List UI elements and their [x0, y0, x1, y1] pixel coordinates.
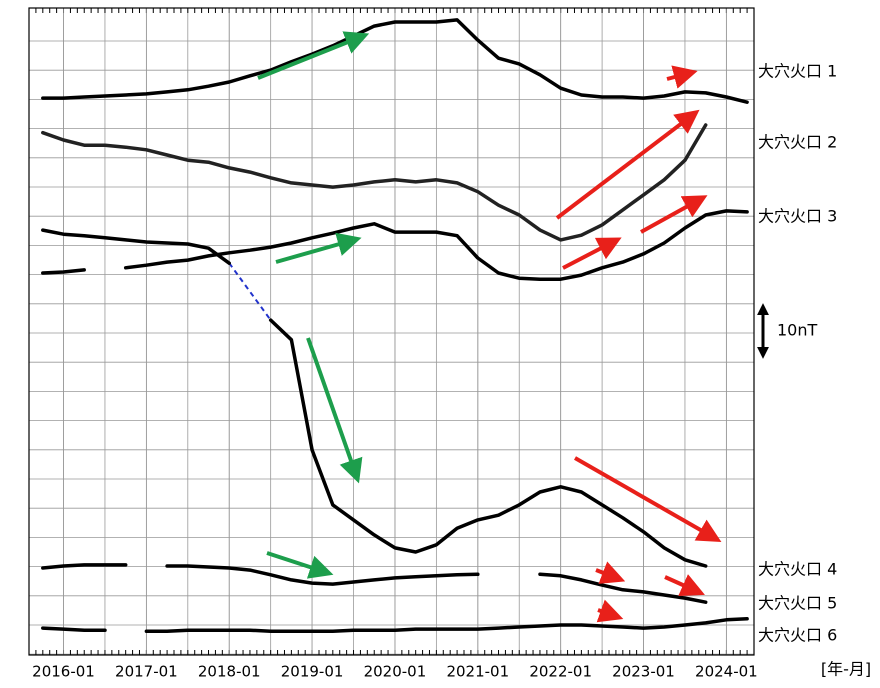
green-arrow — [306, 337, 363, 484]
x-tick-label: 2019-01 — [281, 663, 344, 681]
scale-bar-label: 10nT — [777, 321, 818, 340]
red-arrow — [555, 109, 700, 220]
red-arrow — [596, 599, 624, 623]
series-lines — [41, 18, 749, 633]
series-label: 大穴火口 6 — [758, 626, 837, 645]
series-line — [41, 209, 749, 281]
series-label: 大穴火口 5 — [758, 594, 837, 613]
series-line — [41, 563, 708, 604]
grid — [29, 8, 754, 655]
x-tick-label: 2021-01 — [446, 663, 509, 681]
green-arrow — [266, 551, 334, 579]
green-arrow — [275, 232, 362, 264]
x-tick-label: 2017-01 — [115, 663, 178, 681]
red-arrow — [640, 195, 708, 234]
green-arrow — [257, 31, 370, 80]
x-tick-label: 2020-01 — [364, 663, 427, 681]
series-line — [41, 228, 708, 568]
x-tick-label: 2022-01 — [529, 663, 592, 681]
series-line — [41, 617, 749, 633]
red-arrow — [595, 561, 626, 584]
series-label: 大穴火口 2 — [758, 133, 837, 152]
series-label: 大穴火口 3 — [758, 207, 837, 226]
red-arrow — [666, 65, 698, 89]
x-tick-label: 2018-01 — [198, 663, 261, 681]
x-axis-label: [年-月] — [821, 660, 871, 679]
gap-bridge — [228, 262, 272, 321]
x-tick-label: 2024-01 — [695, 663, 758, 681]
series-label: 大穴火口 1 — [758, 62, 837, 81]
series-line — [41, 18, 749, 104]
x-tick-label: 2023-01 — [612, 663, 675, 681]
series-line — [41, 123, 708, 242]
red-arrow — [562, 237, 622, 270]
annotation-arrows — [257, 31, 722, 623]
series-label: 大穴火口 4 — [758, 560, 837, 579]
plot-frame — [28, 7, 755, 656]
red-arrow — [664, 574, 705, 597]
red-arrow — [574, 456, 722, 542]
x-tick-label: 2016-01 — [32, 663, 95, 681]
